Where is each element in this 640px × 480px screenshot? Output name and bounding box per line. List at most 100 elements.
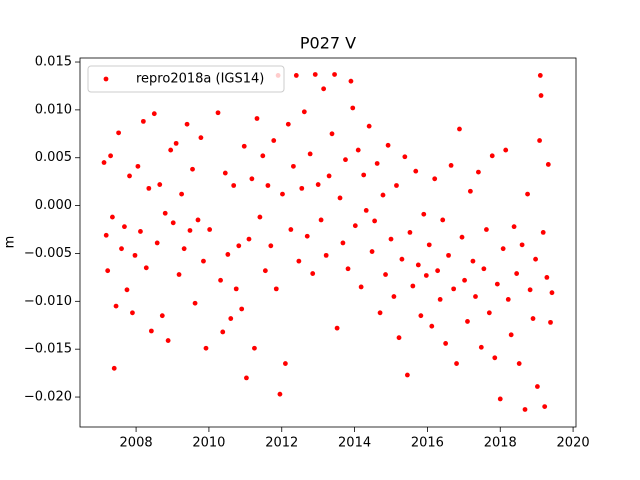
point: [415, 262, 421, 268]
point: [293, 73, 299, 78]
point: [340, 240, 346, 246]
point: [500, 246, 506, 252]
legend-box: [87, 65, 285, 93]
point: [358, 284, 364, 290]
point: [473, 294, 478, 299]
point: [404, 372, 410, 378]
point: [459, 234, 465, 240]
y-tick-label: −0.010: [24, 294, 72, 309]
point: [181, 246, 187, 252]
point: [503, 147, 509, 153]
point: [484, 227, 489, 232]
point: [173, 140, 179, 146]
point: [481, 266, 487, 272]
point: [228, 316, 234, 321]
point: [291, 163, 296, 169]
point: [352, 223, 358, 229]
point: [457, 126, 462, 132]
point: [151, 111, 157, 117]
point: [423, 273, 429, 278]
point: [527, 287, 533, 293]
point: [402, 154, 408, 160]
point: [534, 384, 540, 389]
point: [116, 130, 122, 136]
point: [462, 277, 467, 283]
point: [372, 218, 378, 224]
point: [537, 73, 543, 78]
point: [396, 335, 402, 341]
point: [122, 224, 127, 230]
point: [239, 306, 245, 312]
point: [138, 229, 143, 234]
point: [195, 217, 201, 223]
point: [288, 227, 294, 232]
point: [246, 236, 252, 242]
point: [505, 297, 511, 302]
point: [470, 258, 476, 264]
y-tick-label: −0.020: [24, 390, 72, 405]
point: [299, 185, 305, 191]
point: [105, 268, 111, 274]
point: [497, 396, 503, 402]
legend-marker: [103, 76, 109, 82]
point: [132, 252, 138, 258]
point: [301, 109, 307, 115]
point: [394, 183, 399, 188]
point: [254, 116, 260, 121]
point: [383, 272, 388, 277]
point: [334, 325, 340, 331]
point: [143, 265, 149, 271]
point: [492, 355, 498, 361]
y-tick-label: 0.000: [35, 198, 72, 213]
point: [307, 151, 313, 157]
series: [101, 72, 555, 412]
y-tick-label: 0.010: [35, 102, 72, 117]
point: [537, 138, 542, 143]
point: [508, 332, 514, 338]
point: [135, 163, 141, 169]
point: [103, 232, 109, 238]
point: [454, 361, 459, 366]
point: [377, 310, 383, 316]
point: [540, 230, 546, 235]
point: [233, 286, 239, 292]
point: [310, 271, 316, 276]
point: [257, 214, 263, 220]
x-tick-label: 2008: [120, 436, 153, 451]
x-tick-label: 2014: [338, 436, 371, 451]
point: [443, 341, 449, 346]
point: [522, 407, 528, 412]
point: [329, 131, 335, 137]
point: [440, 217, 446, 223]
point: [465, 319, 470, 324]
point: [304, 233, 310, 239]
chart-title: P027 V: [300, 34, 356, 53]
point: [369, 249, 375, 254]
point: [486, 310, 492, 316]
x-tick-label: 2018: [484, 436, 517, 451]
point: [312, 72, 318, 77]
point: [448, 162, 454, 168]
point: [326, 173, 332, 179]
point: [252, 345, 257, 351]
point: [494, 281, 500, 287]
point: [218, 277, 223, 283]
point: [244, 375, 249, 381]
y-axis-label: m: [3, 236, 18, 249]
point: [231, 183, 237, 188]
point: [418, 313, 424, 319]
point: [391, 294, 397, 299]
point: [127, 173, 132, 179]
point: [432, 176, 438, 182]
point: [476, 169, 481, 175]
point: [410, 283, 416, 289]
point: [201, 258, 206, 264]
point: [519, 242, 525, 248]
point: [345, 266, 351, 272]
point: [222, 170, 228, 176]
x-tick-label: 2012: [265, 436, 298, 451]
point: [437, 297, 443, 302]
point: [355, 147, 361, 153]
point: [332, 72, 337, 77]
point: [168, 147, 174, 153]
